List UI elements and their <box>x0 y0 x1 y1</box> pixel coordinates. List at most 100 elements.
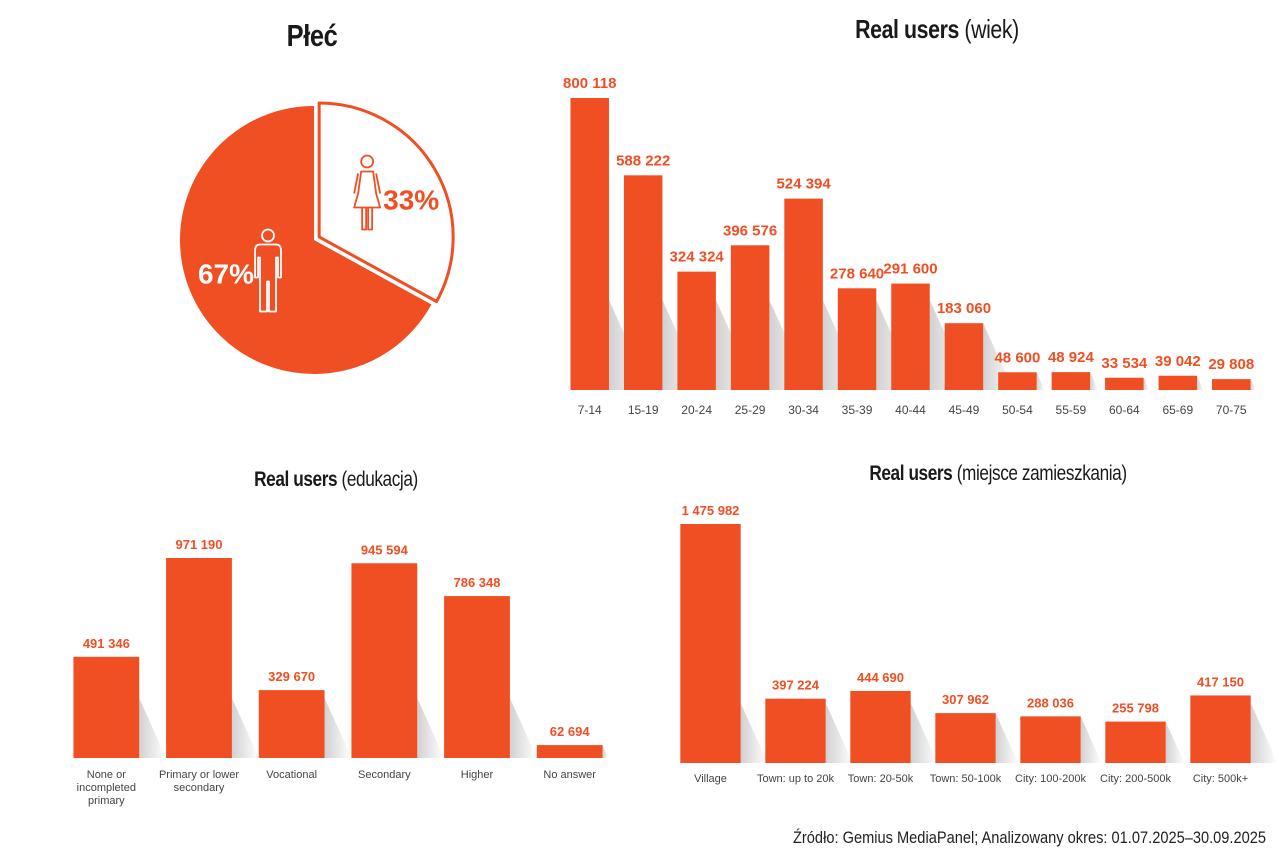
tick-label: 55-59 <box>1056 403 1087 417</box>
data-label: 800 118 <box>563 75 616 92</box>
pie-label-women: 33% <box>383 184 439 215</box>
pie-slice-women <box>317 101 455 304</box>
data-label: 307 962 <box>942 692 989 707</box>
data-label: 945 594 <box>361 542 409 557</box>
tick-label: 65-69 <box>1162 403 1193 417</box>
bar <box>998 372 1037 390</box>
age-bar-chart: 800 118 7-14 588 222 15-19 324 324 20-24 396 5… <box>563 75 1256 417</box>
bar-shadow <box>769 300 810 390</box>
data-label: 278 640 <box>830 265 884 282</box>
bar-shadow <box>231 698 259 758</box>
bar-shadow <box>417 698 445 758</box>
bar-shadow <box>1165 721 1185 763</box>
tick-label: Village <box>694 773 727 785</box>
residence-chart-title: Real users (miejsce zamieszkania) <box>869 462 1127 485</box>
bar <box>730 245 770 390</box>
bar-shadow <box>1250 703 1278 763</box>
bar-shadow <box>822 300 864 390</box>
bar-shadow <box>1036 372 1045 390</box>
pie-slice-men <box>180 106 432 375</box>
tick-label: City: 500k+ <box>1193 773 1248 785</box>
data-label: 588 222 <box>616 152 670 169</box>
bar-shadow <box>139 698 167 758</box>
tick-label: None or incompleted primary <box>77 769 136 807</box>
tick-label: 30-34 <box>788 403 819 417</box>
bar <box>1158 375 1198 390</box>
source-note: Źródło: Gemius MediaPanel; Analizowany o… <box>792 828 1266 847</box>
tick-label: City: 100-200k <box>1015 773 1086 785</box>
bar <box>1051 372 1091 390</box>
tick-label: 60-64 <box>1109 403 1140 417</box>
data-label: 183 060 <box>937 300 991 317</box>
education-chart-title: Real users (edukacja) <box>254 468 418 491</box>
bar <box>850 690 911 763</box>
bar-shadow <box>1080 716 1102 763</box>
data-label: 444 690 <box>857 670 904 685</box>
bar <box>536 745 603 758</box>
tick-label: Secondary <box>358 769 411 781</box>
bar <box>166 558 232 758</box>
woman-icon <box>353 154 382 231</box>
bar <box>1190 695 1251 763</box>
tick-label: 20-24 <box>681 403 712 417</box>
data-label: 397 224 <box>772 678 820 693</box>
data-label: 39 042 <box>1155 353 1201 370</box>
bar <box>1105 377 1144 390</box>
data-label: 29 808 <box>1208 356 1254 373</box>
tick-label: 15-19 <box>628 403 659 417</box>
tick-label: 40-44 <box>895 403 926 417</box>
gender-chart-title: Płeć <box>286 18 338 53</box>
data-label: 324 324 <box>670 249 725 266</box>
tick-label: Town: 20-50k <box>848 773 914 785</box>
data-label: 62 694 <box>550 724 591 739</box>
bar <box>1212 379 1251 390</box>
bar-shadow <box>1250 379 1256 390</box>
data-label: 288 036 <box>1027 695 1074 710</box>
tick-label: 35-39 <box>842 403 873 417</box>
bar-shadow <box>1090 372 1099 390</box>
age-chart-title: Real users (wiek) <box>855 14 1019 44</box>
data-label: 33 534 <box>1101 355 1148 372</box>
bar-shadow <box>1143 377 1150 390</box>
pie-label-men: 67% <box>198 258 254 289</box>
bar-shadow <box>608 300 650 390</box>
bar-shadow <box>740 703 768 763</box>
bar <box>1105 721 1166 763</box>
tick-label: City: 200-500k <box>1100 773 1171 785</box>
data-label: 417 150 <box>1197 674 1244 689</box>
bar <box>677 271 716 390</box>
tick-label: Town: up to 20k <box>757 773 835 785</box>
bar <box>944 323 984 390</box>
bar-shadow <box>1197 375 1204 390</box>
tick-label: 25-29 <box>735 403 766 417</box>
data-label: 491 346 <box>83 636 130 651</box>
bar <box>444 596 510 758</box>
bar-shadow <box>509 698 537 758</box>
data-label: 396 576 <box>723 222 777 239</box>
pie-slice-group: 33% <box>317 101 455 304</box>
tick-label: Vocational <box>266 769 317 781</box>
tick-label: 45-49 <box>949 403 980 417</box>
bar-shadow <box>825 703 853 763</box>
data-label: 329 670 <box>268 669 315 684</box>
data-label: 48 600 <box>994 349 1040 366</box>
man-icon <box>254 228 282 313</box>
bar <box>784 198 823 390</box>
data-label: 971 190 <box>176 537 223 552</box>
bar <box>73 656 140 758</box>
bar-shadow <box>602 745 609 758</box>
tick-label: No answer <box>543 769 596 781</box>
bar-shadow <box>995 713 1019 763</box>
bar <box>935 713 996 763</box>
data-label: 255 798 <box>1112 701 1159 716</box>
tick-label: 70-75 <box>1216 403 1247 417</box>
tick-label: Higher <box>461 769 494 781</box>
tick-label: 7-14 <box>578 403 602 417</box>
data-label: 48 924 <box>1048 349 1095 366</box>
bar-shadow <box>662 300 703 390</box>
bar <box>1020 716 1081 763</box>
bar-shadow <box>910 703 938 763</box>
bar <box>837 288 877 390</box>
bar <box>891 283 930 390</box>
pie-slice-group: 67% <box>180 106 432 375</box>
